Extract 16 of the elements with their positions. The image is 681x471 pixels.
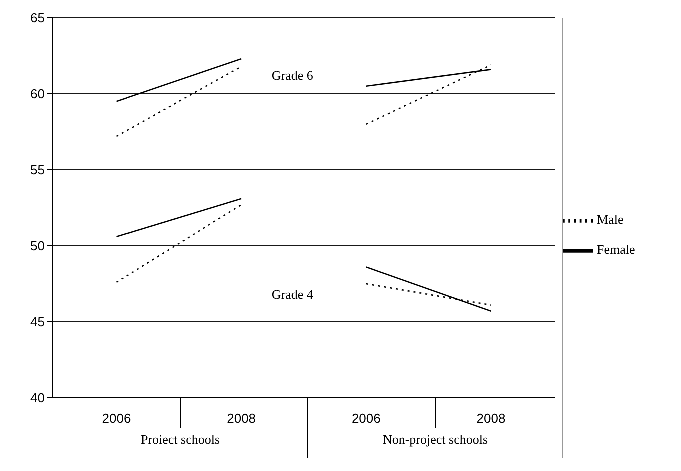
x-tick-label: 2006 bbox=[102, 411, 132, 426]
legend-label: Male bbox=[597, 211, 624, 226]
annotation: Grade 6 bbox=[272, 68, 314, 84]
y-tick-label: 55 bbox=[30, 162, 45, 178]
y-tick-label: 50 bbox=[30, 238, 45, 254]
x-tick-label: 2006 bbox=[352, 411, 381, 426]
x-tick-label: 2008 bbox=[227, 411, 256, 426]
annotation: Grade 4 bbox=[272, 286, 314, 303]
text: Non-project schools bbox=[382, 432, 488, 448]
x-tick-label: 2008 bbox=[476, 411, 506, 426]
y-tick-label: 40 bbox=[30, 390, 45, 406]
y-tick-label: 65 bbox=[30, 10, 45, 26]
legend-label: Female bbox=[597, 241, 636, 256]
y-tick-label: 45 bbox=[30, 314, 45, 330]
text: Proiect schools bbox=[140, 432, 220, 448]
y-tick-label: 60 bbox=[30, 86, 45, 102]
